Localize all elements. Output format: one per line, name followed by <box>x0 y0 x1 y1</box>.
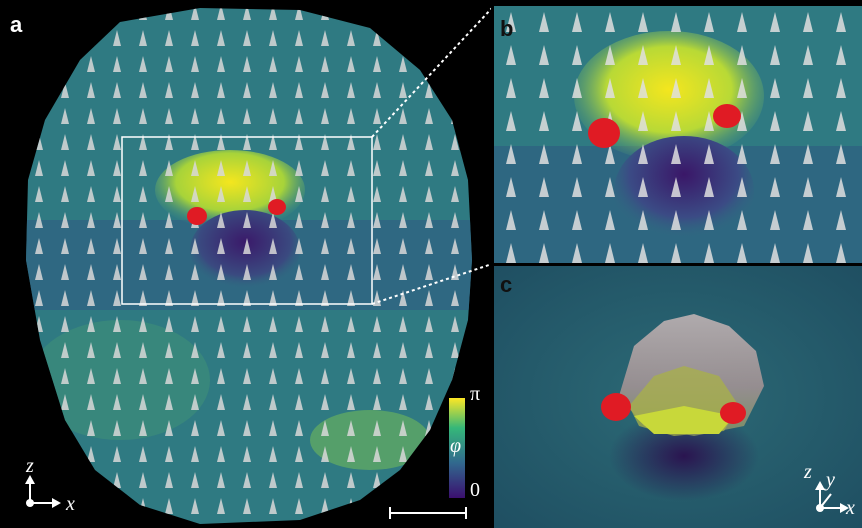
colorbar-max-label: π <box>470 383 481 405</box>
colorbar <box>449 398 465 498</box>
panel-a-label: a <box>10 12 23 37</box>
sample-region <box>26 8 472 524</box>
defect-left-c <box>601 393 631 421</box>
defect-right-c <box>720 402 746 424</box>
panel-c-label: c <box>500 272 513 297</box>
axis-z-label-c: z <box>804 461 812 483</box>
axis-y-label-c: y <box>826 469 835 491</box>
axis-z-label: z <box>26 455 34 477</box>
panel-c: c z y x <box>494 266 862 528</box>
panel-b-label: b <box>500 16 514 41</box>
zoom-guide-top <box>371 7 491 138</box>
defect-right <box>268 199 286 215</box>
defect-left <box>187 207 207 225</box>
zoom-view-b <box>494 6 862 263</box>
colorbar-min-label: 0 <box>470 479 480 501</box>
3d-view-c <box>494 266 862 528</box>
axis-x-label: x <box>66 493 75 515</box>
axis-x-label-c: x <box>846 497 855 519</box>
texture-map-a <box>25 7 491 524</box>
panel-b: b <box>494 6 862 263</box>
panel-a: a z x π φ 0 <box>10 7 491 524</box>
defect-right-b <box>713 104 741 128</box>
colorbar-symbol: φ <box>450 435 462 457</box>
defect-left-b <box>588 118 620 148</box>
zoom-box <box>121 136 373 305</box>
